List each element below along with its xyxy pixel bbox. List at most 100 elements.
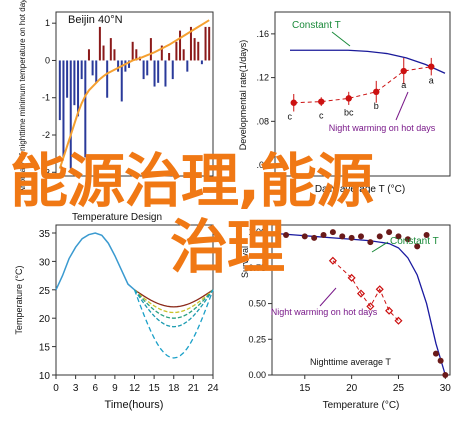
panel1-bar (135, 49, 138, 61)
panel2-point-letter: b (374, 101, 379, 111)
panel3-night-curve (134, 289, 214, 314)
panel1-ylabel: Anomaly of nighttime minimum temperature… (18, 0, 27, 193)
panel4-y-axis: 0.00 0.25 0.50 0.75 1.00 (248, 227, 272, 380)
panel4-dot (437, 357, 444, 364)
panel2-xlabel: Daily average T (°C) (315, 184, 405, 195)
panel3-xtick-label: 18 (168, 383, 180, 394)
panel-top-right: Developmental rate(1/days) Daily average… (238, 11, 451, 195)
panel2-point-letter: a (401, 80, 406, 90)
panel1-y-axis: 1 0 -1 -2 -3 (42, 18, 56, 177)
panel4-xtick-label: 20 (346, 383, 358, 394)
panel1-bars (58, 26, 211, 169)
panel4-legend-night-text: Night warming on hot days (271, 307, 378, 317)
panel3-xtick-label: 21 (188, 383, 200, 394)
panel2-y-axis: .04 .08 .12 .16 (256, 29, 275, 170)
panel4-dot (339, 233, 346, 240)
panel4-dot (386, 229, 393, 236)
panel4-dot (301, 233, 308, 240)
panel1-bar (168, 53, 171, 61)
panel1-title: Beijin 40°N (68, 14, 123, 26)
panel3-ytick-label: 10 (39, 371, 51, 382)
panel2-ytick-label: .04 (256, 160, 269, 170)
panel3-xtick-label: 6 (92, 383, 98, 394)
panel1-trend-line (58, 19, 210, 169)
panel4-dot (367, 239, 374, 246)
panel3-xtick-label: 9 (112, 383, 118, 394)
panel-top-left: Beijin 40°N Anomaly of nighttime minimum… (18, 0, 214, 193)
panel4-dot (283, 232, 290, 238)
panel1-bar (66, 60, 69, 98)
panel4-diamond (356, 289, 366, 298)
panel4-xtick-label: 25 (393, 383, 405, 394)
panel2-ytick-label: .16 (256, 29, 269, 39)
panel2-point (400, 67, 407, 75)
panel3-xlabel: Time(hours) (105, 399, 164, 411)
panel4-dot (423, 232, 430, 238)
panel1-bar (87, 49, 90, 61)
panel4-diamond (394, 316, 403, 325)
panel3-night-curve (134, 289, 214, 308)
panel1-bar (91, 60, 94, 76)
panel1-bar (124, 60, 127, 72)
panel2-legend-night-text: Night warming on hot days (329, 123, 436, 133)
panel2-point (373, 88, 380, 96)
panel4-ytick-label: 0.50 (248, 299, 266, 309)
panel1-bar (197, 41, 200, 61)
panel1-bar (113, 49, 116, 61)
panel3-ytick-label: 20 (39, 314, 51, 325)
panel2-point (290, 99, 297, 106)
panel4-ytick-label: 0.75 (248, 263, 266, 273)
panel2-constant-curve (290, 49, 446, 74)
panel4-xtick-label: 15 (299, 383, 311, 394)
panel1-bar (189, 26, 192, 61)
panel1-ytick-label: -2 (42, 130, 50, 140)
panel2-point (345, 95, 352, 102)
panel3-xtick-label: 12 (129, 383, 141, 394)
panel4-xtick-label: 30 (440, 383, 452, 394)
panel3-xtick-label: 15 (149, 383, 161, 394)
panel4-xlabel: Temperature (°C) (323, 400, 400, 411)
panel4-arrow-night (319, 287, 337, 307)
panel1-bar (58, 60, 61, 121)
panel2-point-letter: a (429, 76, 434, 86)
panel1-bar (109, 38, 112, 61)
panel2-frame (274, 11, 451, 177)
panel1-ytick-label: 0 (45, 55, 50, 65)
panel1-ytick-label: -1 (42, 93, 50, 103)
panel4-legend-constant: Constant T (390, 236, 439, 247)
panel2-point (428, 63, 435, 70)
panel1-bar (128, 60, 131, 68)
panel1-bar (179, 30, 182, 61)
panel4-arrow-constant (371, 241, 389, 253)
panel2-arrow-constant (331, 31, 351, 47)
panel4-dot (432, 350, 439, 357)
panel3-day-curve (55, 232, 135, 291)
panel3-night-curve (133, 289, 214, 328)
panel4-dot (404, 236, 411, 243)
panel4-dot (414, 243, 421, 250)
panel4-frame (271, 224, 451, 376)
overlay-heading-line2: 治理 (170, 213, 285, 281)
panel4-night-line (332, 260, 399, 322)
panel1-bar (95, 60, 98, 83)
panel1-bar (73, 60, 76, 106)
panel1-bar (149, 38, 152, 61)
panel1-bar (117, 60, 120, 72)
panel1-bar (160, 45, 163, 61)
panel3-x-axis: 0 3 6 9 12 15 18 21 24 (53, 375, 219, 394)
panel3-xtick-label: 0 (53, 383, 59, 394)
panel1-bar (164, 60, 167, 87)
panel4-ytick-label: 0.25 (248, 334, 266, 344)
panel4-dots (283, 229, 449, 378)
panel1-bar (153, 60, 156, 87)
panel2-legend-night: Night warming on hot days (329, 123, 436, 133)
panel4-legend-nightavg: Nighttime average T (310, 357, 391, 367)
panel2-point-letter: c (288, 112, 293, 122)
panel1-bar (157, 60, 160, 83)
panel1-bar (69, 60, 72, 169)
panel1-bar (200, 60, 203, 65)
panel3-y-axis: 10 15 20 25 30 35 (39, 229, 56, 382)
overlay-heading-line1: 能源治理,能源 (10, 147, 374, 215)
panel1-bar (204, 26, 207, 61)
